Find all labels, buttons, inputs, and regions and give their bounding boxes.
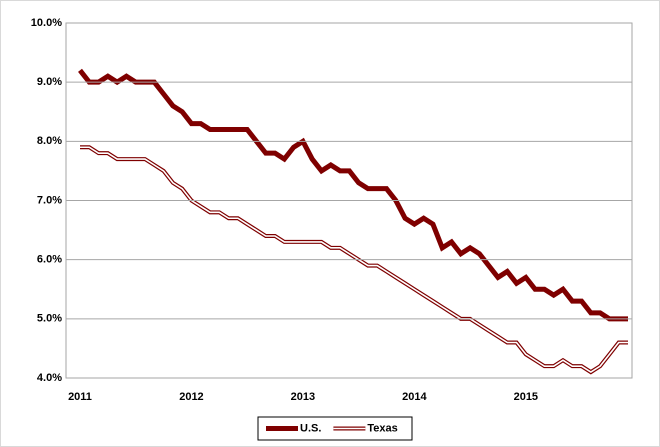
x-tick-label: 2011 xyxy=(68,391,92,403)
marks xyxy=(78,68,628,375)
legend-label: U.S. xyxy=(300,422,321,434)
y-tick-label: 9.0% xyxy=(37,76,62,88)
x-tick-label: 2015 xyxy=(514,391,538,403)
y-tick-label: 6.0% xyxy=(37,254,62,266)
y-tick-label: 10.0% xyxy=(31,17,62,29)
y-tick-label: 7.0% xyxy=(37,194,62,206)
x-tick-label: 2013 xyxy=(291,391,315,403)
y-tick-label: 8.0% xyxy=(37,135,62,147)
y-tick-label: 5.0% xyxy=(37,313,62,325)
series-line-inner xyxy=(80,146,628,374)
x-tick-label: 2012 xyxy=(179,391,203,403)
legend-label: Texas xyxy=(367,422,397,434)
y-tick-label: 4.0% xyxy=(37,372,62,384)
series-line xyxy=(78,68,628,322)
x-tick-label: 2014 xyxy=(402,391,427,403)
